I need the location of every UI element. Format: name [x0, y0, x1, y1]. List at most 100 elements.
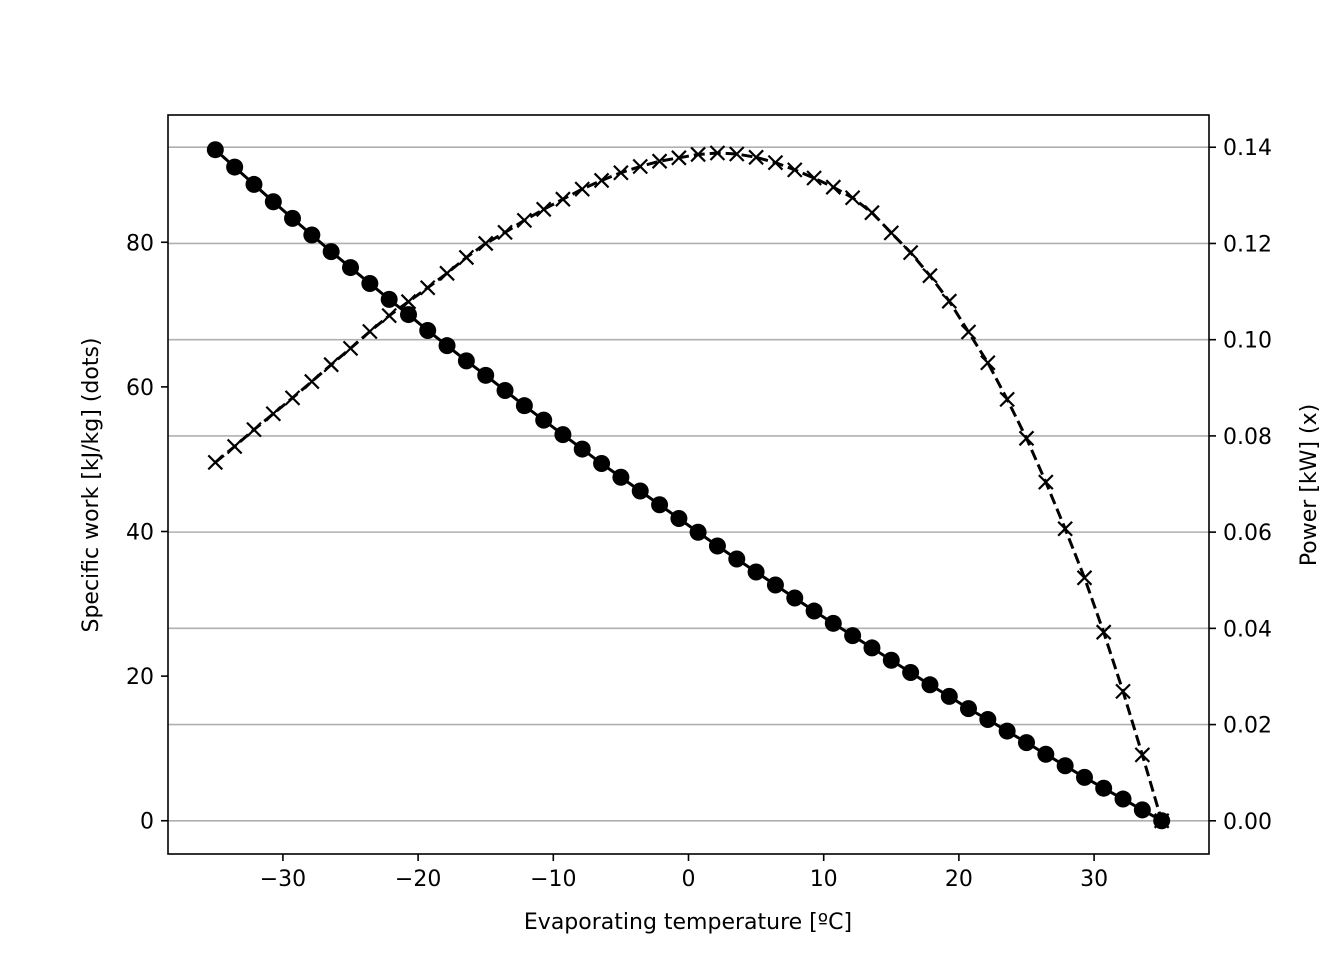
series-1-point-18	[555, 191, 571, 207]
y-left-tick-label-4: 80	[126, 231, 154, 256]
series-1-point-35	[883, 225, 900, 241]
series-1-point-40	[980, 354, 996, 371]
series-1-point-41	[999, 391, 1015, 408]
series-0-point-9	[380, 290, 398, 308]
series-0-point-29	[766, 576, 784, 594]
series-0-point-32	[824, 614, 842, 632]
series-0-point-26	[708, 537, 726, 555]
x-tick-label-2: −10	[530, 867, 576, 892]
series-0-point-17	[535, 411, 553, 429]
series-1-point-49	[1153, 813, 1170, 829]
series-0-point-37	[921, 676, 939, 694]
series-0-point-0	[206, 141, 224, 159]
series-0-point-10	[400, 306, 418, 324]
y-axis-right: 0.00 0.02 0.04 0.06 0.08 0.10 0.12 0.14	[1209, 136, 1272, 835]
y-right-tick-label-4: 0.08	[1223, 425, 1272, 450]
series-0-point-19	[573, 440, 591, 458]
series-0-point-28	[747, 563, 765, 581]
series-0-point-18	[554, 426, 572, 444]
series-0-point-38	[940, 687, 958, 705]
series-1-point-47	[1115, 683, 1131, 700]
series-1-point-34	[864, 204, 880, 221]
plot-frame	[167, 114, 1210, 855]
series-1-point-19	[574, 181, 591, 197]
y-left-tick-label-3: 60	[126, 376, 154, 401]
series-0-point-23	[651, 496, 669, 514]
series-0-point-45	[1075, 768, 1093, 786]
y-axis-left-label: Specific work [kJ/kg] (dots)	[79, 337, 104, 632]
y-right-tick-label-3: 0.06	[1223, 521, 1272, 546]
series-0-point-27	[728, 550, 746, 568]
series-1-point-26	[709, 145, 726, 161]
series-1-point-12	[439, 265, 455, 282]
series-1-point-22	[632, 158, 649, 175]
series-1-point-30	[786, 162, 803, 178]
series-0-point-24	[670, 509, 688, 527]
series-1-point-24	[671, 150, 687, 166]
y-right-tick-label-5: 0.10	[1223, 329, 1272, 354]
y-right-tick-label-1: 0.02	[1223, 714, 1272, 739]
series-1-point-23	[651, 153, 668, 169]
series-0-point-46	[1095, 779, 1113, 797]
series-0-point-6	[322, 243, 340, 261]
series-1	[207, 145, 1170, 829]
series-0-point-3	[264, 193, 282, 211]
series-0-point-7	[342, 259, 360, 277]
series-0-line	[214, 148, 1163, 823]
series-0-point-8	[361, 274, 379, 292]
x-tick-label-6: 30	[1080, 867, 1108, 892]
series-1-point-36	[902, 244, 919, 261]
series-1-point-27	[728, 146, 745, 162]
series-0-point-15	[496, 381, 514, 399]
y-left-tick-label-0: 0	[140, 810, 154, 835]
series-1-point-16	[516, 212, 533, 229]
series-0-point-2	[245, 175, 263, 193]
series-0-point-39	[959, 700, 977, 718]
x-axis: −30 −20 −10 0 10 20 30	[260, 854, 1108, 892]
series-1-point-9	[381, 307, 397, 324]
series-1-point-5	[304, 373, 320, 390]
series-1-point-7	[342, 340, 359, 357]
series-1-point-42	[1018, 430, 1035, 447]
y-right-tick-label-2: 0.04	[1223, 617, 1272, 642]
x-tick-label-0: −30	[260, 867, 306, 892]
series-1-point-2	[246, 421, 262, 438]
series-1-point-48	[1134, 747, 1151, 763]
series-0-point-30	[786, 589, 804, 607]
series-0-point-36	[902, 664, 920, 682]
series-0-point-47	[1114, 790, 1132, 808]
series-1-point-3	[265, 405, 282, 422]
y-right-tick-label-6: 0.12	[1223, 232, 1272, 257]
grid-lines	[168, 146, 1209, 822]
series-1-point-17	[535, 201, 552, 218]
series-0-point-43	[1037, 745, 1055, 763]
x-axis-label: Evaporating temperature [ºC]	[524, 910, 852, 935]
series-0-point-48	[1133, 801, 1151, 819]
series-1-point-14	[477, 235, 494, 252]
series-1-point-29	[767, 154, 784, 171]
series-1-point-10	[400, 293, 417, 310]
series-0-point-12	[438, 337, 456, 355]
y-axis-left: 0 20 40 60 80	[126, 231, 168, 835]
series-0-point-41	[998, 722, 1016, 740]
series-0-point-35	[882, 651, 900, 669]
series-1-line	[214, 151, 1164, 822]
series-1-point-20	[593, 172, 610, 189]
series-0-point-33	[844, 627, 862, 645]
series-1-point-37	[922, 267, 938, 284]
series-0-point-4	[284, 209, 302, 227]
series-0	[206, 141, 1171, 830]
series-1-point-25	[690, 146, 706, 163]
series-1-point-38	[941, 293, 958, 309]
series-0-point-22	[631, 482, 649, 500]
x-tick-label-3: 0	[682, 867, 696, 892]
series-0-point-11	[419, 321, 437, 339]
series-1-point-1	[226, 438, 243, 455]
series-1-point-11	[419, 279, 436, 296]
y-left-tick-label-1: 20	[126, 665, 154, 690]
series-1-point-33	[844, 189, 861, 206]
series-1-point-44	[1057, 520, 1073, 537]
x-tick-label-4: 10	[810, 867, 838, 892]
series-1-point-4	[284, 390, 301, 406]
